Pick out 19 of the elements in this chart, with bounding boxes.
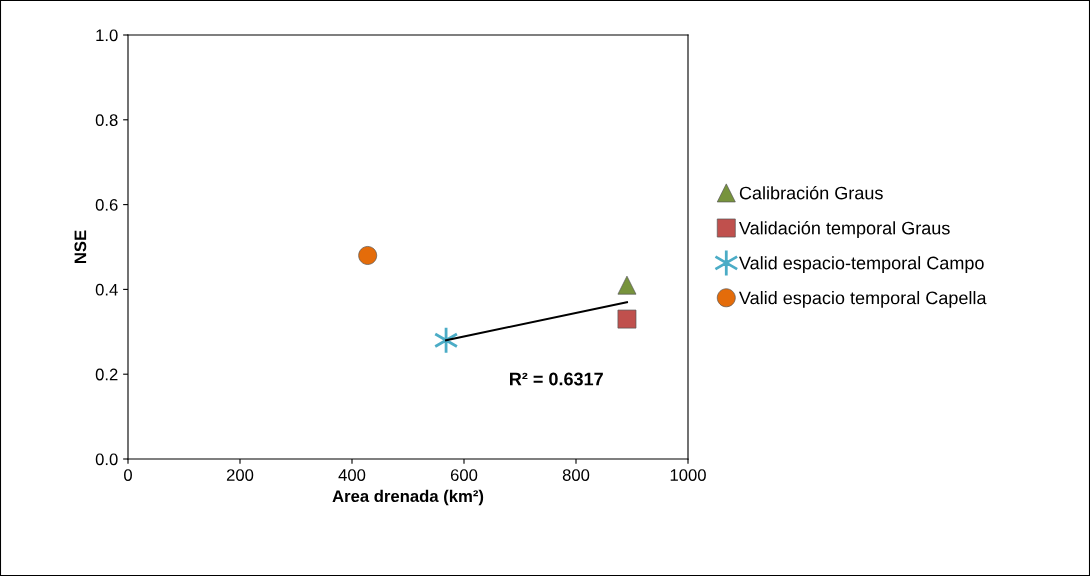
x-tick-label: 600 [450, 469, 478, 481]
legend-label: Valid espacio-temporal Campo [739, 256, 984, 273]
legend-label: Calibración Graus [739, 185, 883, 200]
annotation: R² = 0.6317 [510, 372, 603, 386]
x-tick-label: 1000 [670, 469, 706, 481]
y-tick-label: 0.6 [95, 199, 118, 211]
y-tick-label: 0.8 [95, 114, 118, 126]
y-tick-label: 0.0 [95, 453, 118, 466]
y-axis-title: NSE [74, 230, 87, 264]
x-tick-label: 0 [124, 469, 132, 481]
y-tick-label: 1.0 [96, 29, 118, 42]
legend-label: Validación temporal Graus [739, 221, 950, 239]
x-axis-title: Area drenada (km²) [332, 489, 484, 506]
legend-label: Valid espacio temporal Capella [739, 291, 987, 308]
y-tick-label: 0.2 [95, 368, 118, 381]
y-tick-label: 0.4 [95, 283, 118, 296]
x-tick-label: 200 [226, 469, 254, 481]
x-tick-label: 800 [562, 469, 590, 481]
x-tick-label: 400 [338, 469, 366, 481]
